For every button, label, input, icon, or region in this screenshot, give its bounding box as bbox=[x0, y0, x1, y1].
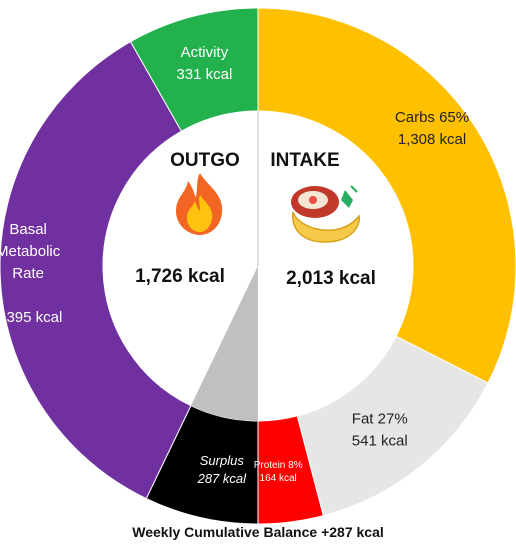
label-bmr-line: Rate bbox=[12, 265, 44, 282]
chart-caption: Weekly Cumulative Balance +287 kcal bbox=[132, 524, 384, 540]
label-activity-line: 331 kcal bbox=[176, 66, 232, 83]
label-carbs-line: 1,308 kcal bbox=[398, 131, 466, 148]
label-activity: Activity 331 kcal bbox=[176, 44, 232, 83]
outgo-total: 1,726 kcal bbox=[135, 266, 225, 287]
label-carbs-line: Carbs 65% bbox=[395, 109, 469, 126]
outgo-heading: OUTGO bbox=[170, 150, 240, 171]
intake-total: 2,013 kcal bbox=[286, 268, 376, 289]
label-bmr: Basal Metabolic Rate 1,395 kcal bbox=[0, 221, 62, 326]
surplus-center-wedge bbox=[190, 266, 258, 421]
food-icon bbox=[291, 185, 361, 243]
label-surplus-line: 287 kcal bbox=[197, 471, 248, 486]
label-bmr-line: Basal bbox=[9, 221, 47, 238]
label-fat-line: 541 kcal bbox=[352, 433, 408, 450]
label-surplus: Surplus 287 kcal bbox=[197, 453, 248, 486]
label-carbs: Carbs 65% 1,308 kcal bbox=[395, 109, 469, 148]
slice-labels: Carbs 65% 1,308 kcal Fat 27% 541 kcal Protei… bbox=[0, 44, 469, 486]
label-protein: Protein 8% 164 kcal bbox=[254, 460, 303, 484]
label-bmr-line: 1,395 kcal bbox=[0, 309, 62, 326]
label-protein-line: 164 kcal bbox=[260, 473, 297, 484]
chart-slices bbox=[0, 7, 516, 525]
label-surplus-line: Surplus bbox=[200, 453, 245, 468]
label-activity-line: Activity bbox=[181, 44, 229, 61]
label-bmr-line: Metabolic bbox=[0, 243, 61, 260]
label-fat-line: Fat 27% bbox=[352, 411, 408, 428]
label-fat: Fat 27% 541 kcal bbox=[352, 411, 408, 450]
label-protein-line: Protein 8% bbox=[254, 460, 303, 471]
intake-heading: INTAKE bbox=[270, 150, 339, 171]
fire-icon bbox=[176, 173, 223, 235]
